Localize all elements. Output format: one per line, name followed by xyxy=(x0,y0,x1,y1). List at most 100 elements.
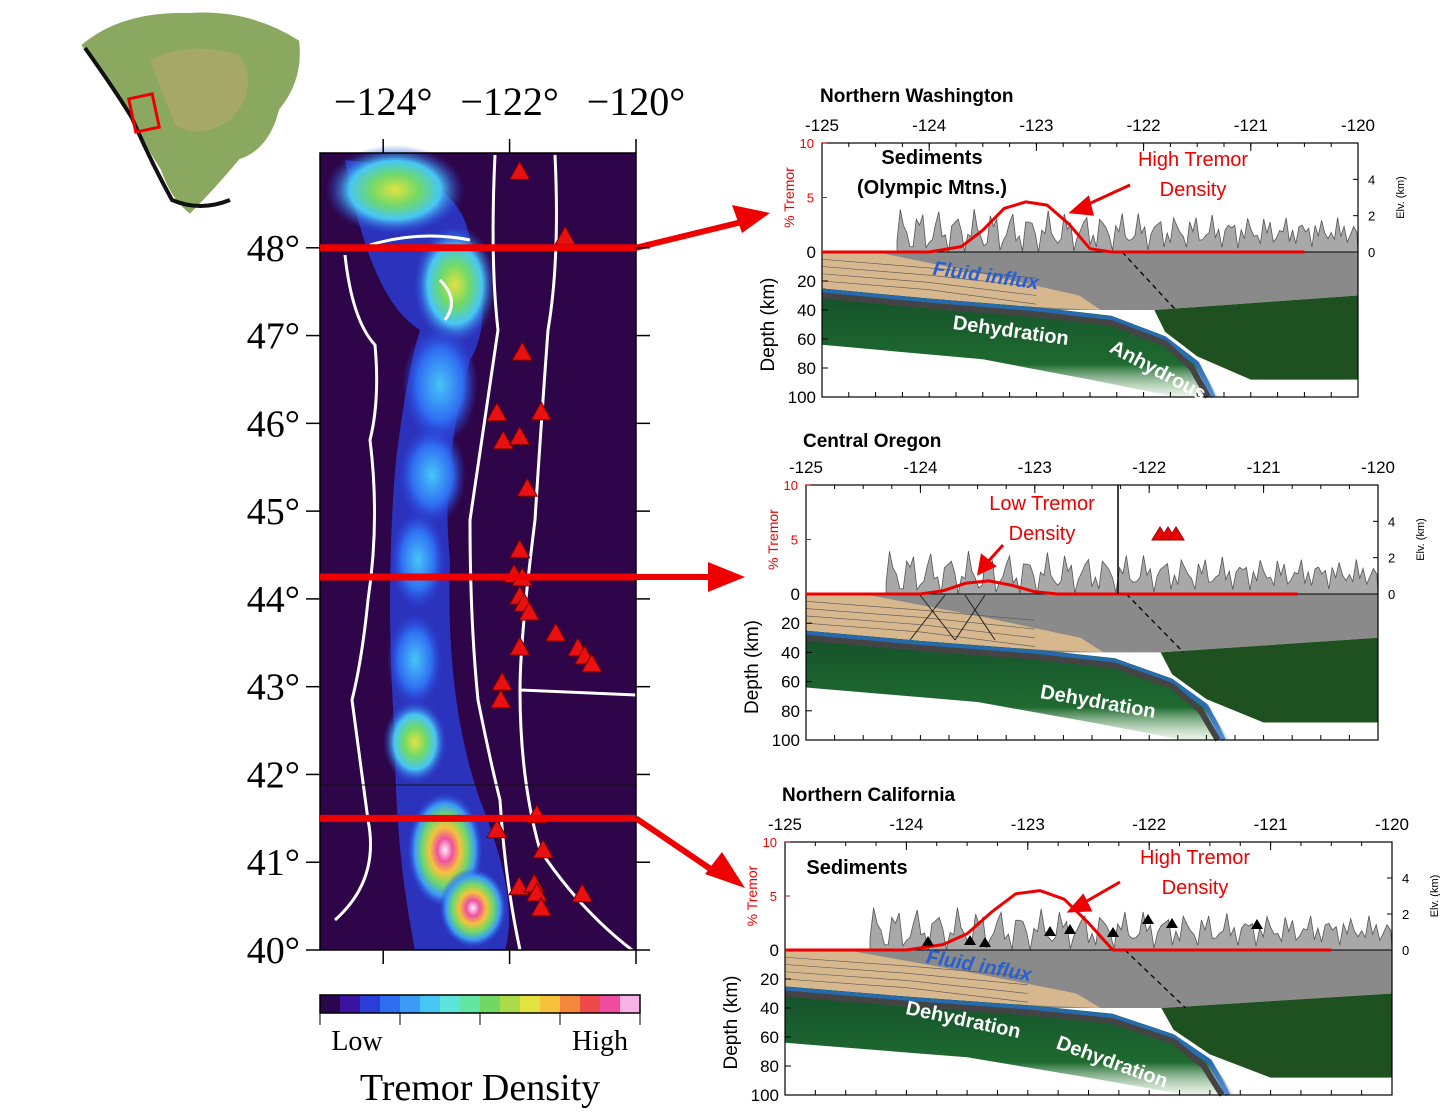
depth-tick-label: 20 xyxy=(760,970,779,989)
bedding xyxy=(805,601,1035,621)
panel-extras xyxy=(909,183,1263,947)
volcano xyxy=(922,936,934,946)
elv-tick-label: 4 xyxy=(1388,514,1395,529)
tremor-cluster xyxy=(413,225,497,345)
lat-tick-label: 41° xyxy=(247,842,300,884)
topography xyxy=(896,209,1359,253)
depth-tick-label: 80 xyxy=(760,1057,779,1076)
depth-tick-label: 40 xyxy=(797,301,816,320)
tremor-axis-label: % Tremor xyxy=(781,167,797,228)
colorbar-cell xyxy=(480,995,501,1013)
colorbar-low: Low xyxy=(331,1026,383,1057)
tremor-tick-label: 10 xyxy=(763,835,777,850)
volcano xyxy=(486,818,508,839)
tremor-curve xyxy=(785,889,1332,952)
volcano xyxy=(530,400,553,421)
x-tick-label: -122 xyxy=(1132,815,1166,834)
lon-tick-label: −124° xyxy=(334,79,433,124)
cross-section: Northern California -125 -124 -123 -122 -121 -… xyxy=(721,785,1440,1105)
slab-top xyxy=(805,630,1226,742)
x-tick-label: -124 xyxy=(889,815,923,834)
annotation: Density xyxy=(1162,877,1229,899)
slab-base xyxy=(784,990,1225,1097)
volcano xyxy=(1251,919,1263,929)
annotation: Density xyxy=(1160,179,1227,201)
mantle-wedge xyxy=(1160,637,1378,723)
tremor-cluster xyxy=(325,145,465,235)
depth-tick-label: 100 xyxy=(751,1086,779,1105)
lat-tick-label: 40° xyxy=(247,930,300,972)
terrain xyxy=(150,48,248,132)
depth-tick-label: 0 xyxy=(770,941,779,960)
x-tick-label: -122 xyxy=(1127,116,1161,135)
bedding xyxy=(784,971,1028,994)
tremor-cluster xyxy=(383,700,447,784)
volcano xyxy=(508,636,531,656)
elv-tick-label: 0 xyxy=(1368,245,1375,260)
slab-top xyxy=(784,986,1231,1097)
bedding xyxy=(821,280,1037,305)
x-tick-label: -123 xyxy=(1019,116,1053,135)
depth-tick-label: 20 xyxy=(797,272,816,291)
annotation: High Tremor xyxy=(1138,149,1248,171)
depth-tick-label: 0 xyxy=(807,243,816,262)
colorbar-cell xyxy=(460,995,481,1013)
arrowhead xyxy=(977,553,997,576)
cross-section: Central Oregon -125 -124 -123 -122 -121 -120 0 2… xyxy=(742,431,1427,750)
volcano-markers xyxy=(1151,526,1185,541)
section-lines xyxy=(320,217,751,875)
panel-title: Northern Washington xyxy=(820,86,1014,107)
tremor-cluster xyxy=(439,868,507,948)
depth-axis-label: Depth (km) xyxy=(758,278,779,372)
colorbar-title: Tremor Density xyxy=(360,1067,600,1109)
depth-tick-label: 80 xyxy=(781,702,800,721)
slab-top xyxy=(821,288,1216,399)
bedding xyxy=(805,615,1035,639)
arrowhead xyxy=(708,562,745,592)
tremor-cluster xyxy=(398,425,466,525)
slab xyxy=(822,288,1219,397)
arrowhead xyxy=(1066,893,1093,913)
bedding xyxy=(784,978,1028,1003)
coastline xyxy=(369,234,471,321)
x-tick-label: -123 xyxy=(1011,815,1045,834)
colorbar-cell xyxy=(420,995,441,1013)
x-tick-label: -121 xyxy=(1247,458,1281,477)
panel-title: Central Oregon xyxy=(803,431,941,452)
fault xyxy=(1124,949,1187,1009)
volcano xyxy=(1064,924,1076,934)
volcano xyxy=(518,601,541,621)
depth-tick-label: 60 xyxy=(781,673,800,692)
volcano xyxy=(511,341,534,361)
annotation: Sediments xyxy=(806,857,907,879)
colorbar-cell xyxy=(620,995,641,1013)
colorbar-cell xyxy=(520,995,541,1013)
volcano xyxy=(489,688,512,709)
elv-tick-label: 0 xyxy=(1388,587,1395,602)
topography xyxy=(869,907,1393,951)
elv-tick-label: 4 xyxy=(1402,871,1409,886)
tremor-curve xyxy=(822,200,1305,254)
colorbar-cell xyxy=(440,995,461,1013)
topography xyxy=(885,551,1379,595)
x-tick-label: -120 xyxy=(1375,815,1409,834)
arrowhead xyxy=(705,852,745,888)
volcano xyxy=(1142,914,1154,924)
map-frame xyxy=(319,152,637,951)
x-tick-label: -120 xyxy=(1341,116,1375,135)
volcano xyxy=(491,671,513,691)
depth-tick-label: 100 xyxy=(772,731,800,750)
volcano xyxy=(1166,918,1178,928)
x-tick-label: -125 xyxy=(789,458,823,477)
volcano xyxy=(532,838,554,859)
volcano xyxy=(508,875,530,896)
fault xyxy=(1121,251,1177,311)
x-tick-label: -124 xyxy=(912,116,946,135)
tremor-cluster xyxy=(387,612,443,708)
mantle-wedge xyxy=(1154,295,1358,380)
depth-tick-label: 80 xyxy=(797,359,816,378)
tremor-map xyxy=(319,145,637,952)
elv-tick-label: 2 xyxy=(1368,209,1375,224)
depth-axis-label: Depth (km) xyxy=(721,976,742,1070)
volcano xyxy=(508,160,531,180)
